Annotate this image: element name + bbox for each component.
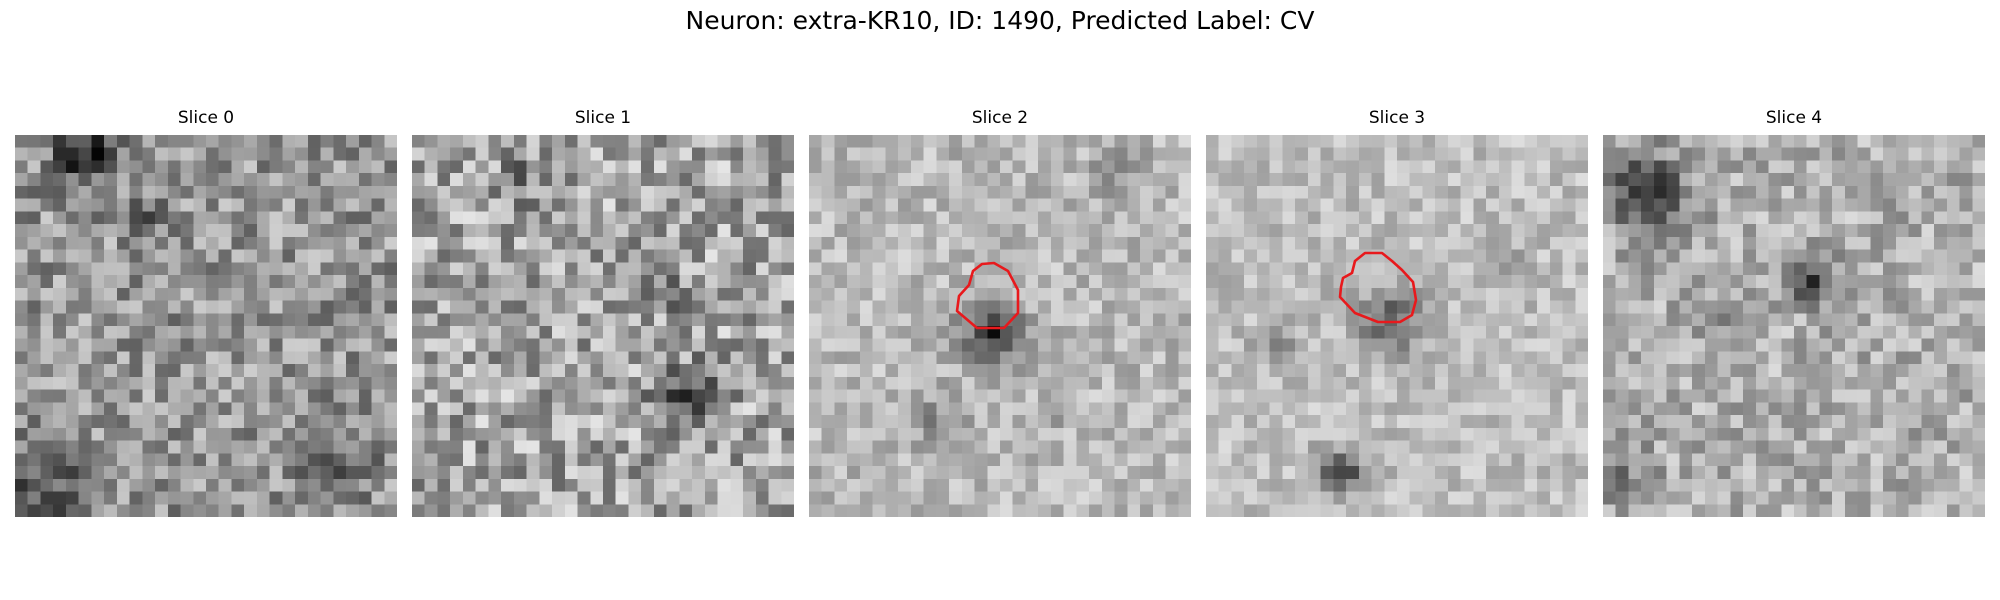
slice-3-roi-contour (1338, 251, 1418, 324)
slice-0-title: Slice 0 (177, 108, 235, 128)
slice-2-image (809, 135, 1191, 517)
slice-0-image (15, 135, 397, 517)
slice-2-title: Slice 2 (971, 108, 1029, 128)
slice-1-title: Slice 1 (574, 108, 632, 128)
slice-4-image (1603, 135, 1985, 517)
slice-3-image (1206, 135, 1588, 517)
figure-title: Neuron: extra-KR10, ID: 1490, Predicted … (685, 6, 1315, 35)
slice-4-title: Slice 4 (1765, 108, 1823, 128)
slice-1-image (412, 135, 794, 517)
slice-2-roi-contour (955, 261, 1020, 330)
slice-3-title: Slice 3 (1368, 108, 1426, 128)
